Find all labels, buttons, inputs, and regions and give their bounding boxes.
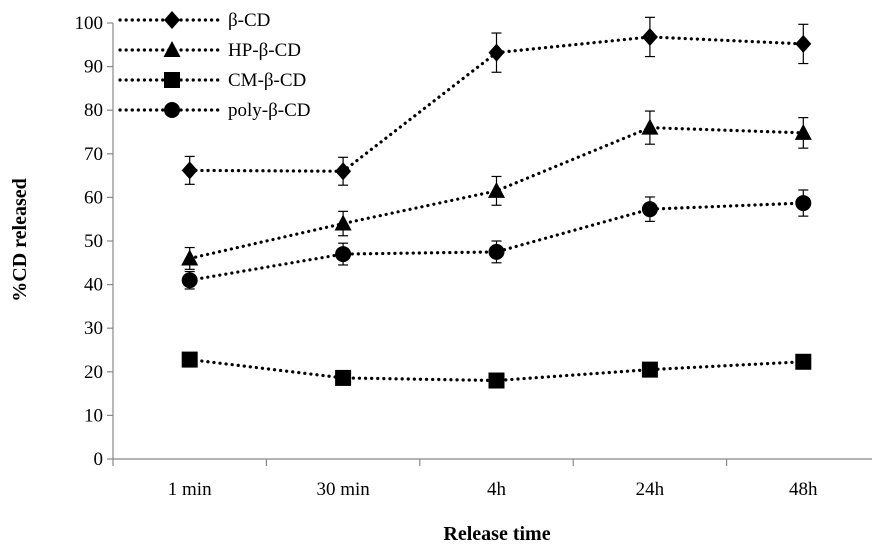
- series-3: [181, 189, 812, 290]
- legend-item-2: CM-β-CD: [118, 70, 306, 91]
- legend-label: HP-β-CD: [228, 40, 301, 61]
- y-tick-label: 0: [94, 449, 104, 470]
- series-1: [181, 110, 812, 270]
- data-point-circle: [641, 201, 658, 218]
- x-tick-label: 48h: [789, 479, 818, 500]
- y-axis-title: %CD released: [9, 178, 31, 302]
- x-tick-label: 30 min: [316, 479, 370, 500]
- data-point-square: [335, 369, 352, 386]
- data-point-square: [488, 372, 505, 389]
- legend: β-CD HP-β-CD CM-β-CD poly-β-CD: [118, 10, 311, 121]
- legend-label: CM-β-CD: [228, 70, 306, 91]
- data-point-triangle: [794, 123, 812, 140]
- legend-marker: [164, 11, 180, 29]
- y-tick-label: 60: [84, 187, 103, 208]
- x-tick-label: 24h: [636, 479, 665, 500]
- data-point-diamond: [641, 27, 658, 46]
- legend-marker: [163, 41, 181, 57]
- x-tick-label: 4h: [487, 479, 507, 500]
- legend-label: β-CD: [228, 10, 270, 31]
- data-point-triangle: [181, 249, 199, 266]
- y-tick-label: 70: [84, 144, 103, 165]
- legend-item-1: HP-β-CD: [118, 40, 301, 61]
- data-point-triangle: [641, 118, 659, 135]
- y-tick-label: 40: [84, 275, 103, 296]
- legend-item-3: poly-β-CD: [118, 100, 311, 121]
- data-point-diamond: [335, 162, 352, 181]
- data-point-circle: [795, 195, 812, 212]
- data-point-circle: [335, 246, 352, 263]
- series-2: [181, 351, 812, 389]
- legend-marker: [164, 72, 180, 88]
- data-point-square: [641, 361, 658, 378]
- x-axis-title: Release time: [443, 523, 550, 545]
- y-tick-label: 50: [84, 231, 103, 252]
- legend-label: poly-β-CD: [228, 100, 311, 121]
- y-tick-label: 10: [84, 405, 103, 426]
- series-line: [188, 201, 805, 282]
- data-point-circle: [488, 243, 505, 260]
- y-tick-label: 90: [84, 57, 103, 78]
- axes: 0 10 20 30 40 50 60 70 80 90 100 1 min 30 min 4h 24h 48…: [75, 13, 872, 500]
- data-point-triangle: [334, 214, 352, 231]
- y-tick-label: 30: [84, 318, 103, 339]
- data-point-triangle: [488, 181, 505, 198]
- data-point-diamond: [181, 161, 198, 180]
- series-line: [188, 357, 805, 383]
- series-0: [181, 16, 812, 186]
- data-point-diamond: [795, 34, 812, 53]
- data-point-diamond: [488, 43, 505, 62]
- legend-marker: [164, 102, 180, 118]
- series-layer: [181, 16, 812, 389]
- y-tick-label: 20: [84, 362, 103, 383]
- data-point-circle: [181, 272, 198, 289]
- series-line: [188, 126, 805, 261]
- x-tick-label: 1 min: [168, 479, 212, 500]
- data-point-square: [181, 351, 198, 368]
- y-tick-label: 100: [75, 13, 104, 34]
- data-point-square: [795, 353, 812, 370]
- y-tick-label: 80: [84, 100, 103, 121]
- legend-item-0: β-CD: [118, 10, 270, 31]
